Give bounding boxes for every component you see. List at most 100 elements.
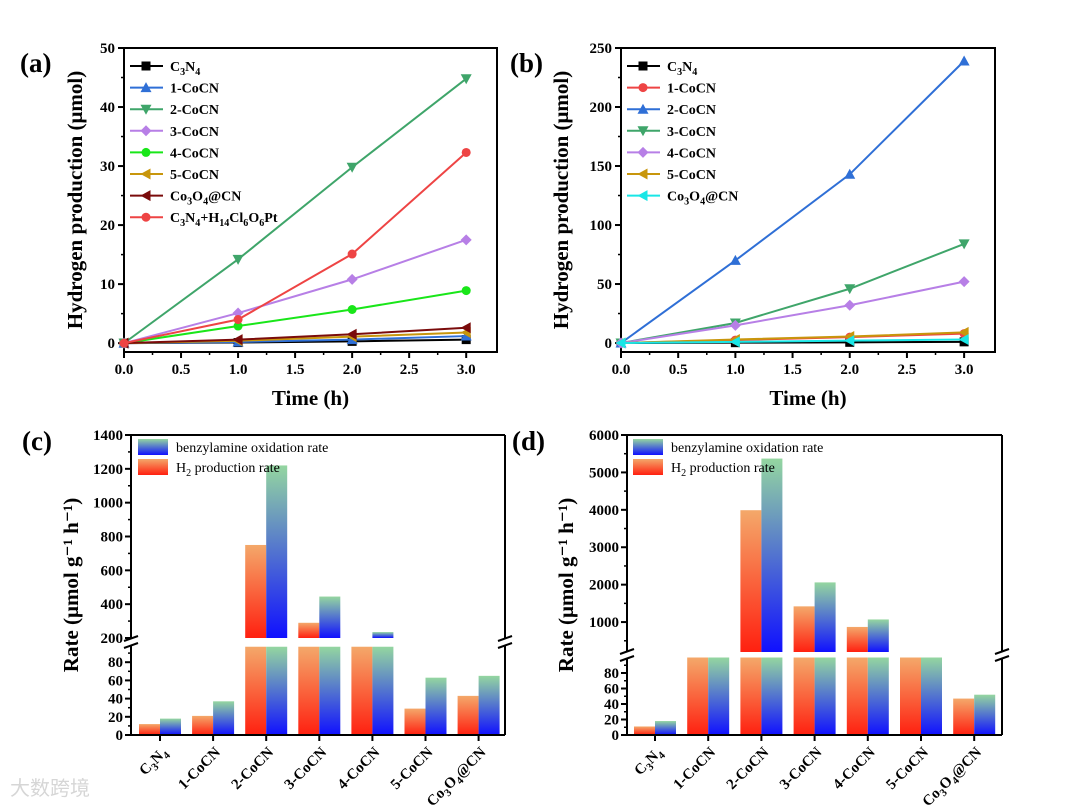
x-axis-title: Time (h) — [769, 386, 846, 410]
axis-break-mark — [497, 635, 513, 642]
bar-4-CoCN-h2 — [351, 646, 373, 735]
x-tick-label: 0.5 — [172, 362, 191, 378]
x-tick-label: 1-CoCN — [175, 744, 224, 793]
x-tick-label: 1.5 — [286, 362, 305, 378]
axis-break-mark — [619, 655, 635, 662]
x-tick-label: 0.0 — [612, 362, 631, 378]
series-line — [123, 289, 467, 345]
bar-2-CoCN-benzylamine — [761, 458, 783, 735]
y-axis-title: Rate (μmol g⁻¹ h⁻¹) — [59, 498, 83, 672]
bar-upper-segment — [846, 626, 868, 652]
series-line — [620, 331, 965, 345]
y-tick-label: 0 — [116, 728, 124, 744]
data-point — [346, 328, 357, 340]
axis-break-mark — [497, 642, 513, 649]
data-point — [729, 319, 741, 331]
data-point — [119, 338, 129, 348]
legend-marker — [140, 82, 152, 93]
axis-break-gap — [499, 638, 511, 646]
bar-lower-segment — [160, 718, 181, 735]
y-tick-label: 1000 — [93, 496, 123, 512]
y-tick-label: 80 — [108, 655, 123, 671]
legend-label: 2-CoCN — [170, 103, 219, 118]
bar-C3N4-h2 — [139, 724, 160, 735]
y-tick-label: 200 — [101, 631, 124, 647]
bar-1-CoCN-h2 — [192, 715, 214, 735]
bar-lower-segment — [953, 698, 975, 735]
y-axis-title: Rate (μmol g⁻¹ h⁻¹) — [554, 498, 578, 672]
y-tick-label: 0 — [108, 336, 116, 352]
legend-marker — [637, 168, 648, 180]
y-tick-label: 150 — [590, 159, 613, 175]
legend-item: 5-CoCN — [130, 168, 219, 183]
series-line — [620, 338, 965, 345]
bar-chart-panel-c: (c)C3​N4​ 1-CoCN 2-CoCN 3-CoCN 4-CoCN 5-CoCNC… — [22, 426, 513, 807]
bar-5-CoCN-h2 — [900, 657, 921, 735]
y-tick-label: 100 — [590, 218, 613, 234]
series-Co3O4@CN — [118, 322, 471, 349]
y-tick-label: 80 — [604, 666, 619, 682]
data-point — [844, 168, 856, 179]
legend-item: C3​N4​ — [130, 60, 200, 78]
legend-label: H2​ production rate — [176, 461, 280, 479]
legend-item: 1-CoCN — [130, 82, 219, 97]
y-tick-label: 30 — [100, 159, 115, 175]
legend-label: Co3​O4​@CN — [170, 190, 241, 208]
legend-item: C3​N4​+H14​Cl6​O6​Pt — [130, 211, 278, 229]
y-tick-label: 2000 — [589, 578, 619, 594]
x-tick-label: 3.0 — [457, 362, 476, 378]
bar-lower-segment — [867, 657, 889, 735]
data-point — [729, 254, 741, 265]
data-point — [233, 321, 243, 331]
bar-4-CoCN-benzylamine — [867, 619, 889, 735]
legend-label: 4-CoCN — [170, 146, 219, 161]
legend-label: 5-CoCN — [170, 168, 219, 183]
x-axis-title: Time (h) — [272, 386, 349, 410]
data-point — [958, 333, 969, 345]
x-tick-label: 3-CoCN — [777, 744, 826, 793]
legend-marker — [141, 147, 151, 157]
bar-lower-segment — [266, 646, 288, 735]
y-axis-title: Hydrogen production (μmol) — [63, 71, 87, 329]
bar-C3N4-h2 — [634, 726, 655, 735]
bar-3-CoCN-h2 — [298, 622, 320, 735]
axis-break-gap — [996, 651, 1008, 659]
bar-2-CoCN-h2 — [245, 544, 267, 735]
data-point — [461, 286, 471, 296]
panel-label: (b) — [510, 48, 543, 78]
y-tick-label: 0 — [605, 336, 613, 352]
bar-5-CoCN-benzylamine — [425, 677, 447, 735]
x-tick-label: 2-CoCN — [229, 744, 278, 793]
series-line — [620, 280, 965, 345]
data-point — [232, 254, 244, 265]
data-point — [232, 334, 243, 346]
watermark: 大数跨境 — [10, 776, 90, 800]
legend-item: 2-CoCN — [627, 103, 716, 118]
axis-break-gap — [125, 638, 137, 646]
bar-5-CoCN-h2 — [404, 708, 426, 735]
bar-upper-segment — [372, 632, 394, 638]
bar-lower-segment — [655, 721, 676, 735]
axis-break-mark — [123, 642, 139, 649]
bar-lower-segment — [192, 715, 214, 735]
series-line — [620, 242, 965, 345]
y-tick-label: 60 — [108, 673, 123, 689]
bar-lower-segment — [634, 726, 655, 735]
axis-break-mark — [994, 648, 1010, 655]
x-tick-label: 2.0 — [840, 362, 859, 378]
y-tick-label: 50 — [100, 41, 115, 57]
legend-marker — [638, 83, 648, 93]
y-tick-label: 40 — [100, 100, 115, 116]
bar-lower-segment — [372, 646, 394, 735]
bar-3-CoCN-benzylamine — [319, 596, 341, 735]
x-tick-label: 0.5 — [669, 362, 688, 378]
x-tick-label: 2.0 — [343, 362, 362, 378]
line-chart-panel-b: (b) 0.0 0.5 1.0 1.5 2.0 2.5 3.0 0 50 100 150 200 250 T… — [510, 41, 996, 410]
bar-lower-segment — [298, 646, 320, 735]
legend-label: C3​N4​ — [667, 60, 697, 78]
legend-marker — [637, 103, 649, 114]
y-tick-label: 1400 — [93, 428, 123, 444]
y-tick-label: 200 — [590, 100, 613, 116]
bar-lower-segment — [319, 646, 341, 735]
x-tick-label: 2.5 — [898, 362, 917, 378]
